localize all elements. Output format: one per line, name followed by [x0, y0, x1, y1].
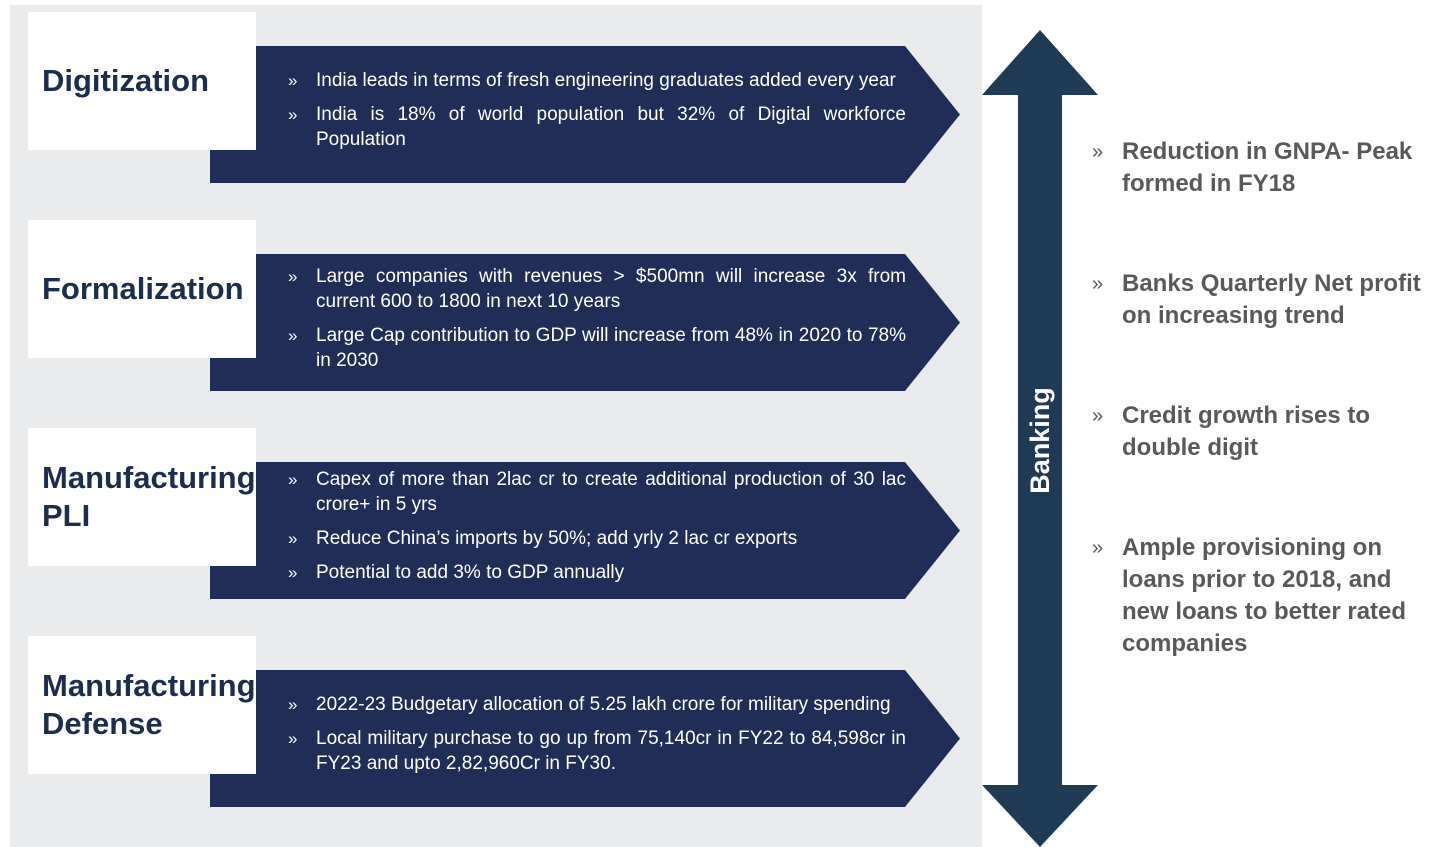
- bullet-item: » Large Cap contribution to GDP will incr…: [288, 323, 906, 373]
- bullet-list: » 2022-23 Budgetary allocation of 5.25 la…: [288, 670, 906, 807]
- bullet-marker: »: [288, 266, 298, 286]
- row-label: Manufacturing-Defense: [28, 636, 266, 774]
- bullet-marker: »: [288, 71, 298, 90]
- bullet-text: 2022-23 Budgetary allocation of 5.25 lak…: [316, 694, 891, 715]
- bullet-text: Reduce China’s imports by 50%; add yrly …: [316, 528, 798, 549]
- bullet-text: Credit growth rises to double digit: [1122, 402, 1371, 461]
- bullet-list: » Capex of more than 2lac cr to create ad…: [288, 462, 906, 599]
- bullet-text: Potential to add 3% to GDP annually: [316, 562, 625, 583]
- bullet-text: India leads in terms of fresh engineerin…: [316, 70, 896, 91]
- bullet-item: » Potential to add 3% to GDP annually: [288, 560, 906, 585]
- bullet-text: Large companies with revenues > $500mn w…: [316, 265, 906, 312]
- bullet-text: Large Cap contribution to GDP will incre…: [316, 324, 906, 371]
- arrow-band: [210, 46, 960, 183]
- bullet-marker: »: [288, 325, 298, 345]
- bullet-marker: »: [1092, 537, 1104, 559]
- bullet-item: » Capex of more than 2lac cr to create ad…: [288, 467, 906, 517]
- arrow-band: [210, 462, 960, 599]
- banking-bullet: » Credit growth rises to double digit: [1092, 400, 1437, 464]
- bullet-marker: »: [288, 729, 298, 748]
- arrow-band: [210, 670, 960, 807]
- bullet-text: Local military purchase to go up from 75…: [316, 728, 906, 774]
- bullet-marker: »: [1092, 141, 1104, 163]
- row-label: Manufacturing-PLI: [28, 428, 266, 566]
- banking-label: Banking: [1024, 386, 1055, 494]
- bullet-text: Capex of more than 2lac cr to create add…: [316, 469, 906, 515]
- bullet-item: » Large companies with revenues > $500mn …: [288, 264, 906, 314]
- bullet-item: » Local military purchase to go up from 7…: [288, 726, 906, 776]
- banking-bullet: » Reduction in GNPA- Peak formed in FY18: [1092, 136, 1437, 200]
- bullet-item: » 2022-23 Budgetary allocation of 5.25 la…: [288, 692, 906, 717]
- bullet-item: » India leads in terms of fresh engineeri…: [288, 68, 906, 93]
- bullet-marker: »: [288, 695, 298, 714]
- bullet-list: » Large companies with revenues > $500mn …: [288, 254, 906, 391]
- bullet-text: India is 18% of world population but 32%…: [316, 104, 906, 150]
- banking-bullet: » Ample provisioning on loans prior to 20…: [1092, 532, 1437, 660]
- bullet-text: Ample provisioning on loans prior to 201…: [1122, 534, 1407, 657]
- banking-label-box: Banking: [1000, 387, 1080, 494]
- row-label: Formalization: [28, 220, 256, 358]
- bullet-marker: »: [1092, 273, 1104, 295]
- bullet-item: » Reduce China’s imports by 50%; add yrly…: [288, 526, 906, 551]
- bullet-item: » India is 18% of world population but 32…: [288, 102, 906, 152]
- bullet-text: Banks Quarterly Net profit on increasing…: [1122, 270, 1421, 329]
- bullet-marker: »: [1092, 405, 1104, 427]
- bullet-marker: »: [288, 470, 298, 489]
- banking-bullet: » Banks Quarterly Net profit on increasin…: [1092, 268, 1437, 332]
- arrow-band: [210, 254, 960, 391]
- bullet-text: Reduction in GNPA- Peak formed in FY18: [1122, 138, 1413, 197]
- bullet-marker: »: [288, 563, 298, 582]
- double-arrow: [982, 30, 1098, 847]
- bullet-marker: »: [288, 529, 298, 548]
- row-label: Digitization: [28, 12, 256, 150]
- bullet-marker: »: [288, 105, 298, 124]
- bullet-list: » India leads in terms of fresh engineeri…: [288, 46, 906, 183]
